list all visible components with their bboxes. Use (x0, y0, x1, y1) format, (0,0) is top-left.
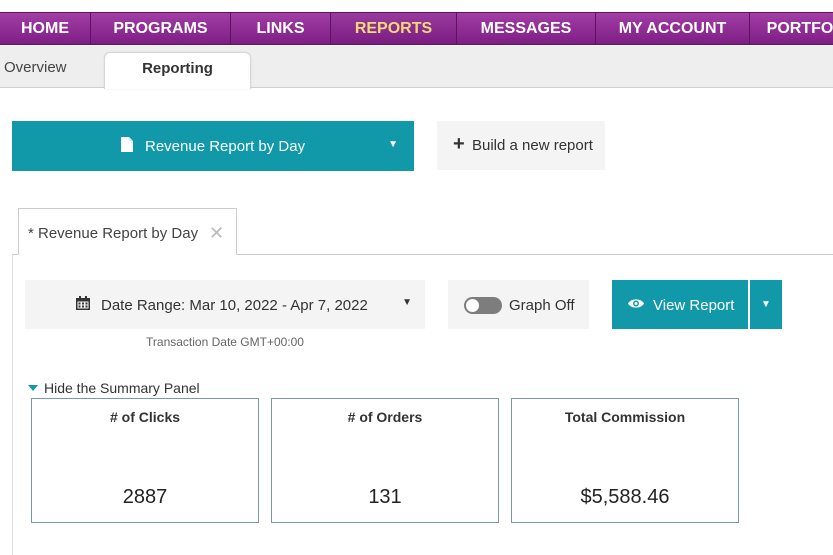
date-range-picker[interactable]: Date Range: Mar 10, 2022 - Apr 7, 2022 ▼ (25, 280, 425, 329)
calendar-icon (76, 296, 90, 310)
document-icon (121, 137, 133, 152)
nav-programs[interactable]: PROGRAMS (91, 13, 231, 44)
build-new-report-label: Build a new report (472, 137, 593, 154)
build-new-report-button[interactable]: + Build a new report (437, 121, 605, 170)
toggle-switch[interactable] (464, 297, 502, 314)
view-report-dropdown[interactable]: ▼ (750, 280, 782, 329)
triangle-down-icon (28, 385, 38, 391)
toggle-knob (466, 299, 479, 312)
report-selector-label: Revenue Report by Day (145, 138, 306, 155)
timezone-note: Transaction Date GMT+00:00 (146, 335, 304, 349)
nav-my-account[interactable]: MY ACCOUNT (596, 13, 750, 44)
card-value: $5,588.46 (580, 486, 670, 508)
nav-messages[interactable]: MESSAGES (457, 13, 596, 44)
card-value: 2887 (122, 486, 168, 508)
chevron-down-icon: ▼ (402, 297, 412, 308)
top-nav: HOME PROGRAMS LINKS REPORTS MESSAGES MY … (0, 12, 833, 45)
summary-card-clicks: # of Clicks 2887 (31, 398, 259, 523)
plus-icon: + (453, 133, 465, 155)
chevron-down-icon: ▼ (388, 139, 398, 150)
card-title: # of Clicks (109, 409, 181, 425)
view-report-button[interactable]: View Report (612, 280, 748, 329)
chevron-down-icon: ▼ (761, 299, 771, 310)
report-tab-label: * Revenue Report by Day (28, 225, 199, 242)
sub-tabs: Overview Reporting (0, 46, 833, 89)
nav-reports[interactable]: REPORTS (331, 13, 457, 44)
nav-links[interactable]: LINKS (231, 13, 331, 44)
card-title: # of Orders (347, 409, 423, 425)
summary-card-orders: # of Orders 131 (271, 398, 499, 523)
graph-toggle[interactable]: Graph Off (448, 280, 589, 329)
hide-summary-panel-toggle[interactable]: Hide the Summary Panel (28, 380, 200, 396)
report-tab[interactable]: * Revenue Report by Day ✕ (18, 208, 237, 255)
tab-overview[interactable]: Overview (4, 59, 67, 76)
nav-home[interactable]: HOME (0, 13, 91, 44)
view-report-label: View Report (653, 297, 735, 314)
report-selector[interactable]: Revenue Report by Day ▼ (12, 121, 414, 171)
nav-portfolio[interactable]: PORTFO (766, 20, 833, 37)
tab-reporting[interactable]: Reporting (104, 52, 251, 89)
summary-card-commission: Total Commission $5,588.46 (511, 398, 739, 523)
date-range-label: Date Range: Mar 10, 2022 - Apr 7, 2022 (101, 297, 368, 314)
eye-icon (628, 299, 644, 308)
summary-toggle-label: Hide the Summary Panel (44, 380, 200, 396)
card-title: Total Commission (564, 409, 686, 425)
tab-divider (12, 254, 833, 255)
close-icon[interactable]: ✕ (209, 223, 225, 243)
panel-border (12, 254, 13, 555)
card-value: 131 (368, 486, 402, 508)
graph-toggle-label: Graph Off (509, 297, 575, 314)
